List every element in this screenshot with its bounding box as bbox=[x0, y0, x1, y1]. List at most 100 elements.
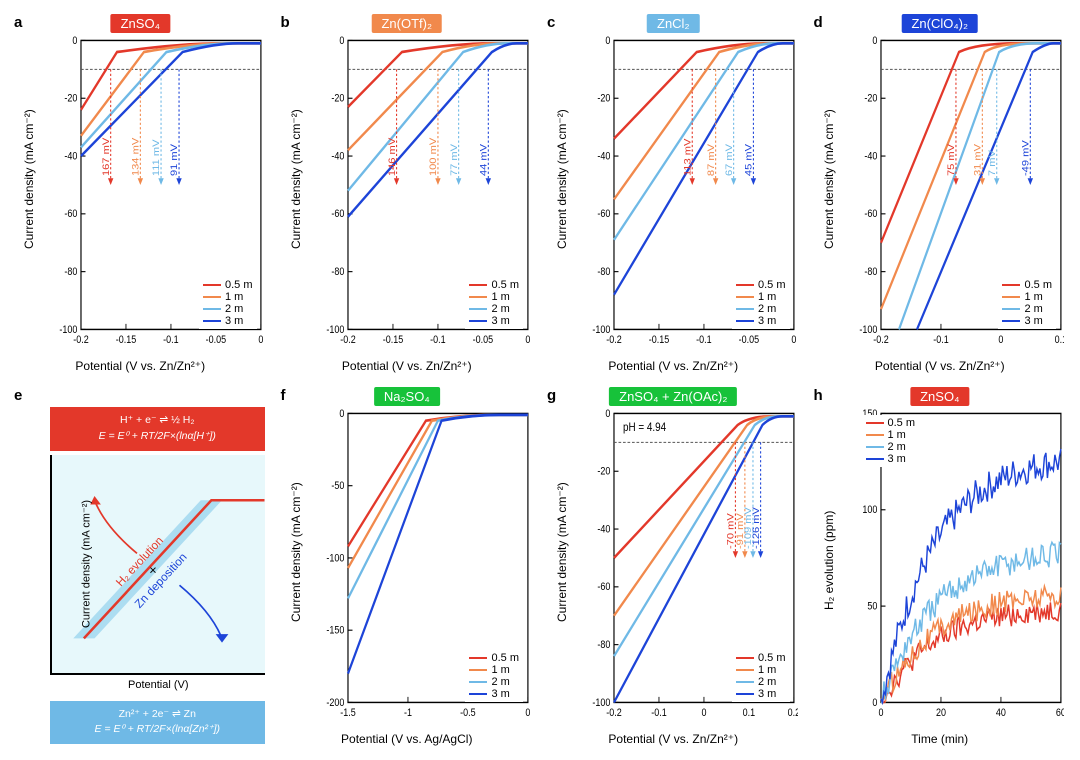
legend-row: 3 m bbox=[866, 453, 916, 465]
svg-text:-126 mV: -126 mV bbox=[752, 507, 762, 549]
svg-text:134 mV: 134 mV bbox=[131, 137, 141, 176]
legend-swatch bbox=[203, 308, 221, 310]
legend-swatch bbox=[866, 446, 884, 448]
svg-text:-60: -60 bbox=[597, 208, 610, 220]
legend-label: 3 m bbox=[758, 688, 776, 700]
legend-swatch bbox=[736, 669, 754, 671]
svg-text:0: 0 bbox=[72, 36, 77, 47]
legend-label: 1 m bbox=[888, 429, 906, 441]
svg-text:-20: -20 bbox=[597, 466, 610, 478]
series-line bbox=[347, 415, 527, 546]
svg-text:pH = 4.94: pH = 4.94 bbox=[623, 421, 666, 434]
legend-swatch bbox=[866, 422, 884, 424]
legend-swatch bbox=[866, 434, 884, 436]
svg-text:-60: -60 bbox=[331, 208, 344, 220]
plot-area: -0.2-0.15-0.1-0.050-100-80-60-40-200113 … bbox=[587, 36, 798, 345]
svg-text:-50: -50 bbox=[331, 480, 344, 492]
legend-swatch bbox=[469, 657, 487, 659]
legend-row: 2 m bbox=[736, 676, 786, 688]
legend-row: 3 m bbox=[736, 315, 786, 327]
legend-swatch bbox=[203, 296, 221, 298]
svg-text:60: 60 bbox=[1055, 707, 1064, 718]
series-line bbox=[347, 415, 527, 599]
series-line bbox=[880, 43, 1060, 242]
legend-row: 2 m bbox=[736, 303, 786, 315]
svg-text:-100: -100 bbox=[326, 552, 344, 564]
panel-label: h bbox=[814, 387, 823, 404]
legend: 0.5 m1 m2 m3 m bbox=[732, 277, 790, 329]
legend-row: 3 m bbox=[1002, 315, 1052, 327]
series-line bbox=[81, 43, 261, 147]
legend-row: 0.5 m bbox=[469, 652, 519, 664]
legend: 0.5 m1 m2 m3 m bbox=[862, 415, 920, 467]
legend-swatch bbox=[469, 296, 487, 298]
svg-text:-0.05: -0.05 bbox=[739, 334, 760, 345]
legend-row: 1 m bbox=[469, 291, 519, 303]
panel-b: bZn(OTf)₂Current density (mA cm⁻²)Potent… bbox=[279, 12, 536, 375]
svg-text:-0.1: -0.1 bbox=[430, 334, 446, 345]
equation-line: Zn²⁺ + 2e⁻ ⇌ Zn bbox=[56, 707, 259, 723]
x-axis-label: Potential (V vs. Zn/Zn²⁺) bbox=[279, 359, 536, 373]
svg-text:-80: -80 bbox=[597, 266, 610, 278]
legend-swatch bbox=[736, 308, 754, 310]
legend-row: 0.5 m bbox=[469, 279, 519, 291]
plot-area: -1.5-1-0.50-200-150-100-5000.5 m1 m2 m3 … bbox=[321, 409, 532, 718]
x-axis-label: Potential (V vs. Zn/Zn²⁺) bbox=[812, 359, 1069, 373]
svg-text:77 mV: 77 mV bbox=[449, 144, 459, 176]
legend-swatch bbox=[469, 693, 487, 695]
x-axis-label: Potential (V vs. Zn/Zn²⁺) bbox=[545, 732, 802, 746]
legend-swatch bbox=[469, 669, 487, 671]
svg-text:-0.15: -0.15 bbox=[116, 334, 137, 345]
y-axis-label: Current density (mA cm⁻²) bbox=[555, 109, 569, 249]
legend-label: 0.5 m bbox=[491, 279, 519, 291]
svg-text:87 mV: 87 mV bbox=[707, 144, 717, 176]
series-line bbox=[614, 43, 794, 138]
legend-row: 0.5 m bbox=[736, 652, 786, 664]
svg-text:113 mV: 113 mV bbox=[683, 138, 693, 176]
svg-text:-40: -40 bbox=[64, 151, 77, 163]
legend-swatch bbox=[1002, 296, 1020, 298]
svg-text:-0.1: -0.1 bbox=[163, 334, 179, 345]
svg-text:-100: -100 bbox=[859, 324, 877, 336]
y-axis-label: Current density (mA cm⁻²) bbox=[80, 499, 93, 627]
svg-text:45 mV: 45 mV bbox=[745, 144, 755, 176]
svg-text:-20: -20 bbox=[64, 93, 77, 105]
legend-label: 0.5 m bbox=[888, 417, 916, 429]
legend-row: 2 m bbox=[469, 303, 519, 315]
svg-text:146 mV: 146 mV bbox=[387, 137, 397, 176]
svg-text:-100: -100 bbox=[592, 324, 610, 336]
svg-text:-0.1: -0.1 bbox=[933, 334, 949, 345]
panel-f: fNa₂SO₄Current density (mA cm⁻²)Potentia… bbox=[279, 385, 536, 748]
svg-text:100 mV: 100 mV bbox=[429, 137, 439, 176]
x-axis-label: Potential (V vs. Ag/AgCl) bbox=[279, 732, 536, 746]
legend-label: 3 m bbox=[491, 688, 509, 700]
legend-row: 1 m bbox=[1002, 291, 1052, 303]
svg-text:-80: -80 bbox=[331, 266, 344, 278]
legend-label: 3 m bbox=[758, 315, 776, 327]
svg-text:0: 0 bbox=[525, 334, 530, 345]
legend-label: 2 m bbox=[1024, 303, 1042, 315]
legend-swatch bbox=[1002, 320, 1020, 322]
legend-label: 3 m bbox=[1024, 315, 1042, 327]
svg-text:-1: -1 bbox=[403, 707, 411, 718]
svg-text:-0.5: -0.5 bbox=[460, 707, 476, 718]
legend-label: 1 m bbox=[758, 291, 776, 303]
panel-label: f bbox=[281, 387, 286, 404]
legend-row: 0.5 m bbox=[203, 279, 253, 291]
svg-text:-20: -20 bbox=[597, 93, 610, 105]
legend-row: 2 m bbox=[866, 441, 916, 453]
equation-line: E = E⁰ + RT/2F×(lnα[Zn²⁺]) bbox=[56, 722, 259, 738]
legend-swatch bbox=[736, 296, 754, 298]
legend-label: 1 m bbox=[1024, 291, 1042, 303]
svg-text:0: 0 bbox=[525, 707, 530, 718]
svg-text:-49 mV: -49 mV bbox=[1021, 140, 1031, 176]
svg-text:50: 50 bbox=[867, 601, 877, 613]
y-axis-label: Current density (mA cm⁻²) bbox=[22, 109, 36, 249]
svg-text:×: × bbox=[149, 562, 156, 577]
svg-text:-40: -40 bbox=[597, 151, 610, 163]
svg-text:111 mV: 111 mV bbox=[152, 139, 162, 176]
legend-row: 1 m bbox=[203, 291, 253, 303]
svg-text:-0.1: -0.1 bbox=[651, 707, 667, 718]
legend: 0.5 m1 m2 m3 m bbox=[998, 277, 1056, 329]
legend: 0.5 m1 m2 m3 m bbox=[465, 277, 523, 329]
